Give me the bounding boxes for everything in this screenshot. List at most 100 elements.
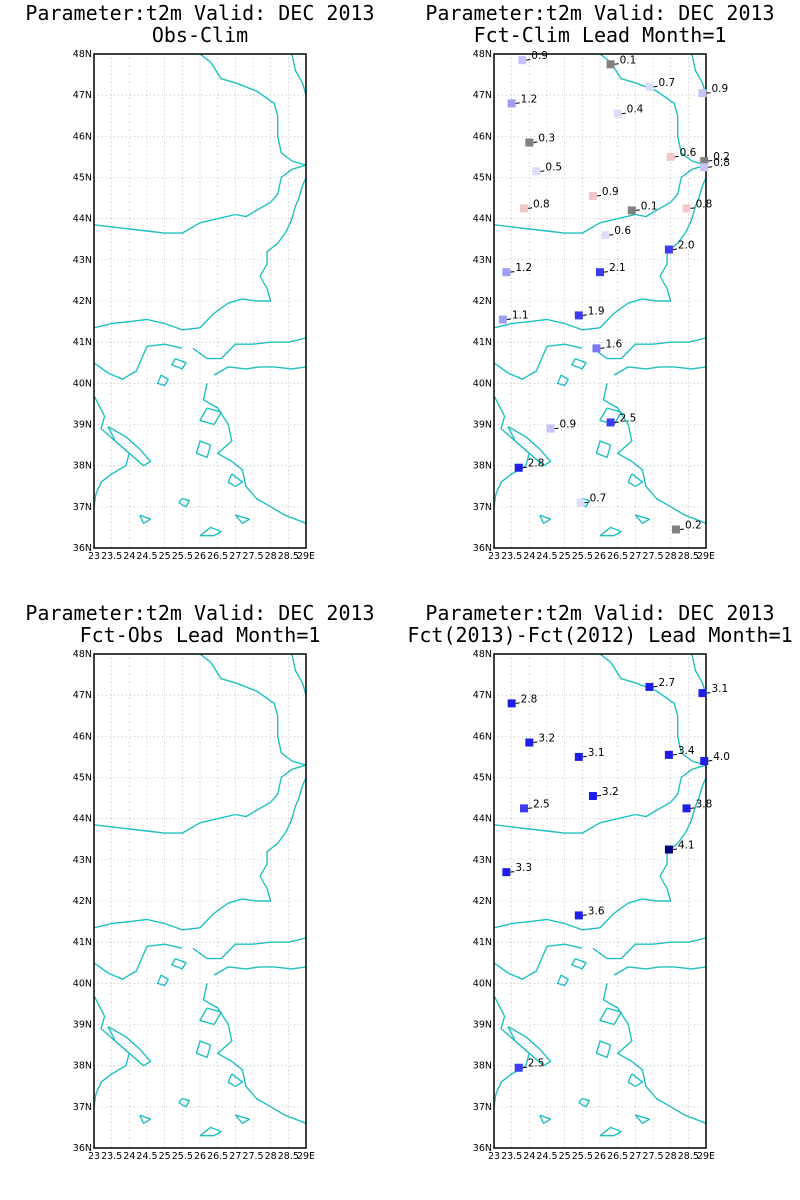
lon-tick-label: 25 <box>559 1151 571 1162</box>
station-marker: 2.5 <box>606 412 637 427</box>
lat-tick-label: 42N <box>73 896 92 907</box>
station-marker: 0.8 <box>700 157 730 172</box>
station-value-label: 4.0 <box>713 751 730 763</box>
lat-tick-label: 47N <box>73 690 92 701</box>
station-value-label: 3.1 <box>588 747 605 759</box>
station-marker: 0.3 <box>525 133 555 147</box>
lat-tick-label: 43N <box>473 255 492 266</box>
lat-tick-label: 37N <box>473 1102 492 1113</box>
station-marker: 0.8 <box>520 198 550 213</box>
lon-tick-label: 27.5 <box>242 551 263 562</box>
panel-fct-clim: Parameter:t2m Valid: DEC 2013 Fct-Clim L… <box>425 1 774 562</box>
station-marker: 1.9 <box>574 305 605 320</box>
station-value-label: 0.5 <box>545 161 562 173</box>
lon-tick-label: 23.5 <box>101 551 122 562</box>
lat-tick-label: 37N <box>73 1102 92 1113</box>
station-marker: 0.2 <box>671 519 702 534</box>
station-value-label: 0.9 <box>531 50 548 62</box>
station-value-label: 0.9 <box>560 419 577 431</box>
lon-tick-label: 26.5 <box>207 551 228 562</box>
lon-tick-label: 24 <box>123 551 135 562</box>
lat-tick-label: 47N <box>473 690 492 701</box>
station-marker: 0.7 <box>645 77 675 91</box>
station-value-label: 1.2 <box>515 262 532 274</box>
station-marker: 0.7 <box>576 493 606 507</box>
lon-tick-label: 27 <box>229 551 241 562</box>
lat-tick-label: 40N <box>473 378 492 389</box>
station-value-label: 4.1 <box>678 840 695 852</box>
station-marker: 0.1 <box>627 200 658 215</box>
lat-tick-label: 46N <box>473 131 492 142</box>
lon-tick-label: 25.5 <box>572 1151 593 1162</box>
coastline <box>493 653 707 1137</box>
station-marker: 2.5 <box>514 1058 545 1072</box>
lat-tick-label: 45N <box>73 773 92 784</box>
station-marker: 0.6 <box>666 147 697 161</box>
lon-tick-label: 24.5 <box>136 1151 157 1162</box>
lon-tick-label: 25 <box>559 551 571 562</box>
lon-tick-label: 23.5 <box>501 1151 522 1162</box>
station-value-label: 0.6 <box>680 147 697 159</box>
station-marker: 3.6 <box>574 905 605 920</box>
panel-title-line1: Parameter:t2m Valid: DEC 2013 <box>425 601 774 625</box>
station-value-label: 0.3 <box>538 133 555 145</box>
station-marker: 3.8 <box>682 798 712 813</box>
lat-tick-label: 39N <box>73 1020 92 1031</box>
lat-tick-label: 44N <box>473 814 492 825</box>
station-value-label: 0.1 <box>620 54 637 66</box>
station-marker: 3.4 <box>664 745 695 759</box>
lat-tick-label: 48N <box>73 649 92 660</box>
station-value-label: 2.5 <box>528 1058 545 1070</box>
lat-tick-label: 41N <box>473 337 492 348</box>
lat-tick-label: 40N <box>473 978 492 989</box>
lon-tick-label: 23 <box>88 1151 100 1162</box>
station-marker: 4.0 <box>700 751 730 766</box>
lat-tick-label: 38N <box>73 1061 92 1072</box>
lat-tick-label: 38N <box>473 461 492 472</box>
lon-tick-label: 25 <box>159 1151 171 1162</box>
station-value-label: 0.2 <box>713 151 730 163</box>
panel-title-line2: Obs-Clim <box>152 23 248 47</box>
station-value-label: 3.3 <box>515 862 532 874</box>
lon-tick-label: 26.5 <box>607 551 628 562</box>
station-value-label: 0.1 <box>641 200 658 212</box>
station-value-label: 0.8 <box>713 157 730 169</box>
coastline <box>93 53 307 537</box>
station-value-label: 2.7 <box>658 677 675 689</box>
station-marker: 4.1 <box>664 840 695 854</box>
lon-tick-label: 23 <box>88 551 100 562</box>
station-marker: 2.0 <box>664 240 695 254</box>
station-marker: 1.2 <box>507 93 537 108</box>
station-value-label: 3.4 <box>678 745 695 757</box>
lon-tick-label: 27.5 <box>642 551 663 562</box>
plot-frame <box>93 53 307 549</box>
lat-tick-label: 41N <box>73 937 92 948</box>
panel-fct-diff: Parameter:t2m Valid: DEC 2013 Fct(2013)-… <box>407 601 792 1162</box>
coastline <box>93 653 307 1137</box>
lon-tick-label: 23 <box>488 1151 500 1162</box>
lon-tick-label: 28.5 <box>678 1151 699 1162</box>
lat-tick-label: 48N <box>73 49 92 60</box>
lat-tick-label: 46N <box>473 731 492 742</box>
lon-tick-label: 26 <box>594 551 606 562</box>
panel-title-line1: Parameter:t2m Valid: DEC 2013 <box>25 601 374 625</box>
station-marker: 2.7 <box>645 677 675 691</box>
station-value-label: 0.9 <box>602 186 619 198</box>
station-value-label: 2.5 <box>620 412 637 424</box>
station-marker: 0.8 <box>682 198 712 213</box>
lon-tick-label: 28 <box>665 551 677 562</box>
lat-tick-label: 40N <box>73 978 92 989</box>
map-area: 36N 37N 38N 39N 40N 41N 42N 43N 44N 45N 46N 47N 48N 2… <box>473 49 730 562</box>
map-area: 36N 37N 38N 39N 40N 41N 42N 43N 44N 45N 46N 47N 48N 2… <box>73 49 315 562</box>
station-marker: 2.5 <box>520 798 550 813</box>
lat-tick-label: 44N <box>473 214 492 225</box>
lon-tick-label: 23 <box>488 551 500 562</box>
station-value-label: 0.9 <box>711 83 728 95</box>
lat-tick-label: 47N <box>73 90 92 101</box>
lon-tick-label: 28 <box>265 1151 277 1162</box>
station-marker: 1.1 <box>498 310 529 324</box>
station-value-label: 3.2 <box>538 733 555 745</box>
station-value-label: 2.1 <box>609 262 626 274</box>
lon-tick-label: 27 <box>629 1151 641 1162</box>
station-marker: 3.2 <box>588 786 619 801</box>
